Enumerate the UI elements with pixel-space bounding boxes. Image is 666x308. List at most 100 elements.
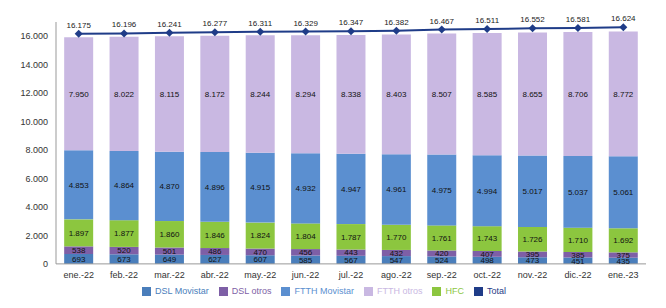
svg-text:520: 520 xyxy=(117,246,131,255)
svg-text:16.467: 16.467 xyxy=(430,17,455,26)
svg-text:16.382: 16.382 xyxy=(384,18,409,27)
svg-text:8.706: 8.706 xyxy=(568,90,589,99)
html-text:DSL otros: DSL otros xyxy=(231,285,272,296)
svg-text:385: 385 xyxy=(571,251,585,260)
svg-text:1.692: 1.692 xyxy=(613,236,634,245)
svg-text:1.877: 1.877 xyxy=(114,229,135,238)
svg-text:4.961: 4.961 xyxy=(386,185,407,194)
svg-text:456: 456 xyxy=(299,248,313,257)
svg-text:8.655: 8.655 xyxy=(522,90,543,99)
svg-text:1.726: 1.726 xyxy=(522,235,543,244)
svg-text:may.-22: may.-22 xyxy=(244,270,276,280)
svg-text:16.329: 16.329 xyxy=(293,19,318,28)
svg-text:375: 375 xyxy=(617,251,631,260)
svg-text:1.770: 1.770 xyxy=(386,233,407,242)
svg-text:16.552: 16.552 xyxy=(520,15,545,24)
svg-text:470: 470 xyxy=(254,248,268,257)
svg-text:0: 0 xyxy=(43,259,48,269)
svg-text:673: 673 xyxy=(117,255,131,264)
svg-text:5.017: 5.017 xyxy=(522,187,543,196)
svg-text:395: 395 xyxy=(526,250,540,259)
svg-text:8.507: 8.507 xyxy=(432,90,453,99)
svg-text:ene.-23: ene.-23 xyxy=(608,270,639,280)
svg-text:4.870: 4.870 xyxy=(159,182,180,191)
svg-text:mar.-22: mar.-22 xyxy=(154,270,185,280)
svg-text:4.000: 4.000 xyxy=(25,202,48,212)
svg-text:1.787: 1.787 xyxy=(341,233,362,242)
svg-text:ago.-22: ago.-22 xyxy=(381,270,412,280)
svg-text:1.897: 1.897 xyxy=(69,229,90,238)
svg-text:8.403: 8.403 xyxy=(386,90,407,99)
svg-text:4.853: 4.853 xyxy=(69,181,90,190)
svg-text:4.975: 4.975 xyxy=(432,186,453,195)
svg-text:1.860: 1.860 xyxy=(159,230,180,239)
svg-text:1.804: 1.804 xyxy=(296,232,317,241)
svg-text:5.037: 5.037 xyxy=(568,188,589,197)
svg-text:abr.-22: abr.-22 xyxy=(201,270,229,280)
html-text:HFC: HFC xyxy=(445,285,464,296)
svg-text:sep.-22: sep.-22 xyxy=(427,270,457,280)
svg-text:16.196: 16.196 xyxy=(112,20,137,29)
svg-text:607: 607 xyxy=(253,255,267,265)
svg-text:2.000: 2.000 xyxy=(25,231,48,241)
svg-text:4.915: 4.915 xyxy=(250,183,271,192)
svg-text:407: 407 xyxy=(480,250,494,259)
svg-text:6.000: 6.000 xyxy=(25,174,48,184)
svg-text:627: 627 xyxy=(208,255,222,264)
svg-text:8.294: 8.294 xyxy=(296,90,317,99)
svg-text:4.947: 4.947 xyxy=(341,185,362,194)
svg-text:567: 567 xyxy=(344,255,358,265)
svg-text:4.932: 4.932 xyxy=(296,184,317,193)
html-text:Total: Total xyxy=(486,285,506,296)
svg-text:16.277: 16.277 xyxy=(203,19,228,28)
svg-text:1.846: 1.846 xyxy=(205,231,226,240)
svg-text:dic.-22: dic.-22 xyxy=(564,270,591,280)
svg-text:4.864: 4.864 xyxy=(114,181,135,190)
svg-text:nov.-22: nov.-22 xyxy=(518,270,547,280)
svg-text:8.244: 8.244 xyxy=(250,90,271,99)
svg-text:501: 501 xyxy=(163,247,177,256)
svg-text:4.896: 4.896 xyxy=(205,183,226,192)
svg-text:538: 538 xyxy=(72,246,86,255)
svg-text:1.824: 1.824 xyxy=(250,231,271,240)
svg-text:jul.-22: jul.-22 xyxy=(338,270,364,280)
svg-text:8.585: 8.585 xyxy=(477,90,498,99)
svg-text:8.115: 8.115 xyxy=(160,90,180,99)
svg-text:1.710: 1.710 xyxy=(568,236,589,245)
svg-text:16.175: 16.175 xyxy=(66,21,91,30)
svg-text:8.022: 8.022 xyxy=(114,90,135,99)
svg-text:16.241: 16.241 xyxy=(157,20,182,29)
svg-text:14.000: 14.000 xyxy=(20,60,48,70)
svg-text:ene.-22: ene.-22 xyxy=(63,270,94,280)
svg-text:16.311: 16.311 xyxy=(248,19,272,28)
html-text:FTTH otros: FTTH otros xyxy=(376,285,423,296)
svg-text:8.172: 8.172 xyxy=(205,90,226,99)
svg-text:486: 486 xyxy=(208,247,222,256)
svg-text:feb.-22: feb.-22 xyxy=(110,270,138,280)
svg-text:16.581: 16.581 xyxy=(566,15,591,24)
html-text:FTTH Movistar: FTTH Movistar xyxy=(294,285,354,296)
svg-text:10.000: 10.000 xyxy=(20,117,48,127)
svg-text:432: 432 xyxy=(390,249,404,258)
svg-text:8.338: 8.338 xyxy=(341,90,362,99)
svg-text:4.994: 4.994 xyxy=(477,187,498,196)
svg-text:649: 649 xyxy=(163,255,177,264)
svg-text:585: 585 xyxy=(298,255,313,265)
svg-text:443: 443 xyxy=(344,248,358,257)
svg-text:1.743: 1.743 xyxy=(477,234,498,243)
svg-text:420: 420 xyxy=(435,249,449,258)
html-text:DSL Movistar: DSL Movistar xyxy=(155,285,209,296)
svg-text:jun.-22: jun.-22 xyxy=(291,270,320,280)
svg-text:8.772: 8.772 xyxy=(613,90,634,99)
svg-text:16.624: 16.624 xyxy=(611,14,636,23)
svg-text:7.950: 7.950 xyxy=(69,90,90,99)
svg-text:8.000: 8.000 xyxy=(25,145,48,155)
svg-text:16.511: 16.511 xyxy=(475,16,499,25)
svg-text:1.761: 1.761 xyxy=(432,234,453,243)
svg-text:12.000: 12.000 xyxy=(20,88,48,98)
svg-text:16.347: 16.347 xyxy=(339,18,364,27)
svg-text:16.000: 16.000 xyxy=(20,31,48,41)
svg-text:oct.-22: oct.-22 xyxy=(473,270,501,280)
svg-text:693: 693 xyxy=(72,255,86,264)
svg-text:5.061: 5.061 xyxy=(613,188,634,197)
